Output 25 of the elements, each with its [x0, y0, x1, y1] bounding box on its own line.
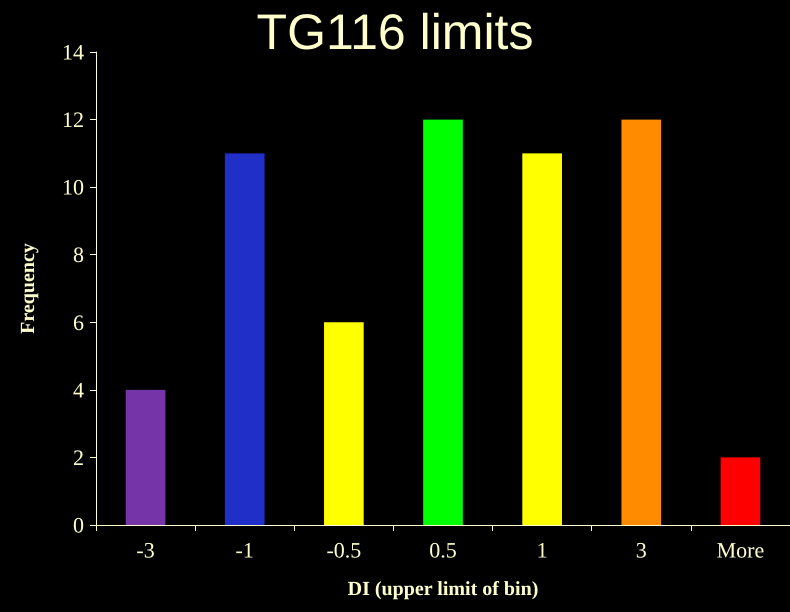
bar — [126, 390, 166, 525]
y-tick-label: 8 — [73, 242, 84, 268]
y-tick-label: 6 — [73, 310, 84, 335]
y-tick-label: 14 — [62, 40, 84, 64]
y-tick-label: 2 — [73, 444, 84, 470]
bar — [224, 153, 265, 525]
x-axis-title: DI (upper limit of bin) — [348, 578, 538, 600]
x-tick-label: More — [716, 538, 764, 562]
bar — [621, 120, 662, 525]
y-axis-title: Frequency — [17, 243, 39, 334]
x-tick-label: -0.5 — [326, 538, 362, 562]
x-tick-label: -1 — [236, 538, 254, 562]
bar — [324, 322, 364, 525]
y-tick-label: 12 — [62, 107, 84, 132]
chart-title: TG116 limits — [256, 4, 534, 60]
y-tick-label: 0 — [73, 512, 84, 538]
bar — [423, 120, 463, 525]
x-tick-label: -3 — [136, 538, 155, 562]
bar — [720, 457, 760, 525]
y-tick-label: 4 — [73, 377, 84, 402]
x-tick-label: 3 — [636, 538, 647, 562]
y-tick-label: 10 — [62, 174, 84, 200]
bar — [522, 153, 562, 525]
x-tick-label: 1 — [536, 538, 548, 562]
x-tick-label: 0.5 — [429, 538, 457, 562]
